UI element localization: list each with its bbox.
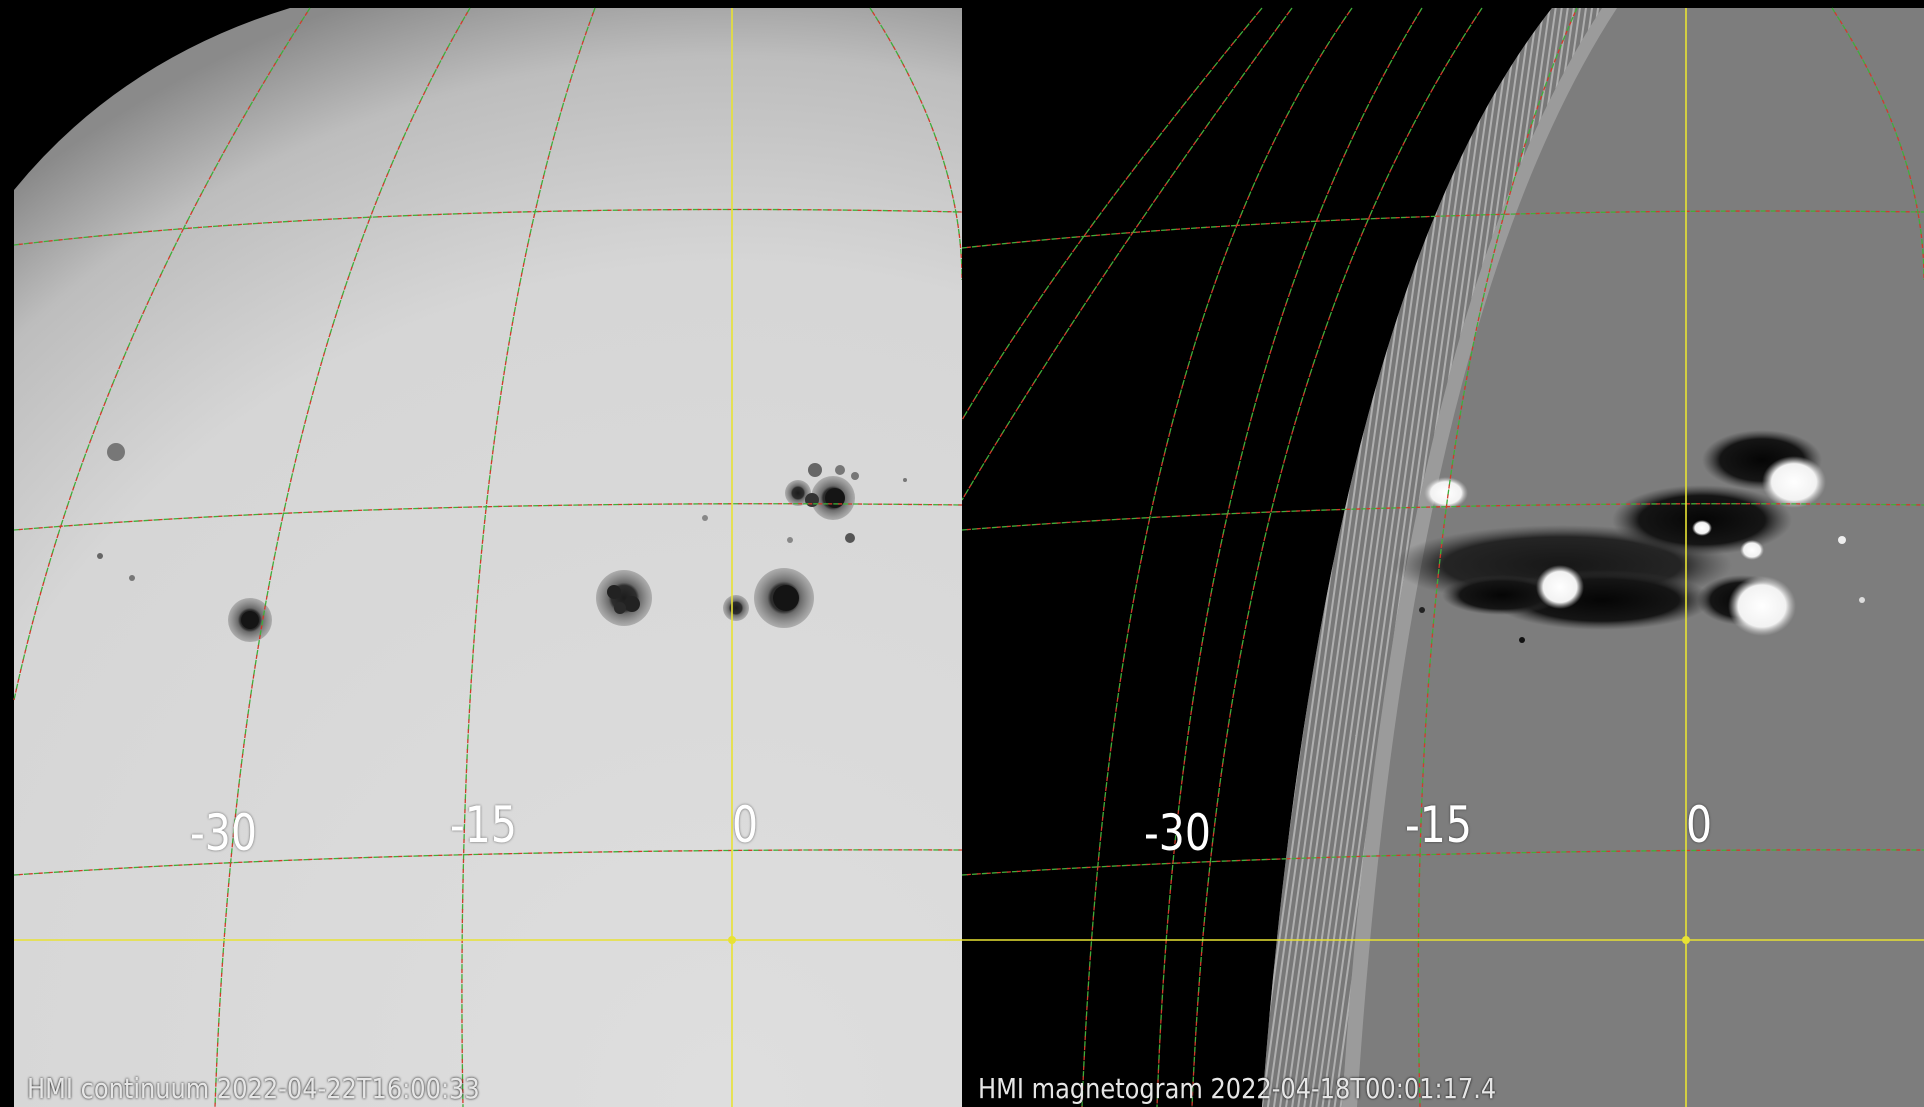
longitude-label-minus-30: -30 bbox=[1144, 804, 1211, 862]
latitude-grid-red bbox=[13, 208, 962, 876]
longitude-label-0: 0 bbox=[732, 796, 759, 854]
limb-artifact-band bbox=[1262, 8, 1602, 1107]
sunspot-group bbox=[97, 443, 907, 642]
continuum-image bbox=[13, 7, 962, 1107]
magnetogram-caption: HMI magnetogram 2022-04-18T00:01:17.4 bbox=[978, 1072, 1497, 1105]
solar-disk bbox=[14, 8, 962, 1107]
longitude-label-minus-30: -30 bbox=[190, 804, 257, 862]
longitude-label-0: 0 bbox=[1686, 796, 1713, 854]
hmi-magnetogram-panel: -30 -15 0 HMI magnetogram 2022-04-18T00:… bbox=[962, 0, 1924, 1107]
hmi-continuum-panel: -30 -15 0 HMI continuum 2022-04-22T16:00… bbox=[13, 7, 962, 1107]
longitude-label-minus-15: -15 bbox=[1405, 796, 1472, 854]
active-region bbox=[1392, 430, 1865, 643]
continuum-caption: HMI continuum 2022-04-22T16:00:33 bbox=[27, 1072, 480, 1105]
magnetogram-image bbox=[962, 7, 1924, 1107]
longitude-label-minus-15: -15 bbox=[450, 796, 517, 854]
latitude-grid bbox=[13, 208, 962, 876]
longitude-grid-red bbox=[13, 7, 962, 1107]
disk-center-marker bbox=[1682, 936, 1690, 944]
latitude-grid bbox=[962, 210, 1924, 876]
disk-center-marker bbox=[728, 936, 736, 944]
